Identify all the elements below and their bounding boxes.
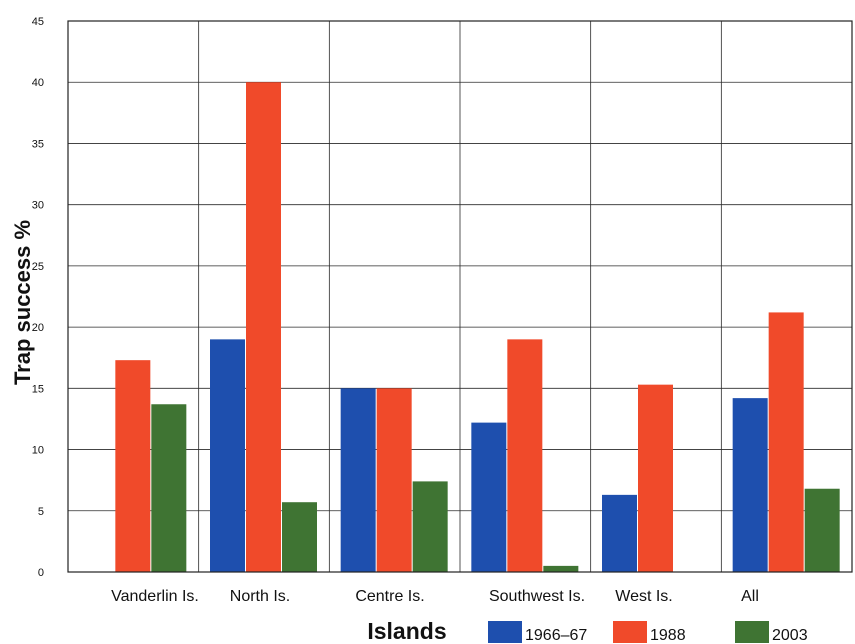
- bar: [115, 360, 151, 572]
- bar: [543, 565, 579, 572]
- legend: 1966–67 1988 2003: [488, 621, 808, 644]
- y-tick-label: 0: [38, 567, 44, 579]
- y-tick-label: 35: [32, 138, 44, 150]
- x-category-label: Centre Is.: [355, 588, 424, 605]
- x-category-label: All: [741, 588, 759, 605]
- y-axis-title: Trap success %: [10, 220, 35, 385]
- legend-swatch: [613, 621, 647, 643]
- x-category-label: West Is.: [615, 588, 673, 605]
- bar: [210, 339, 245, 572]
- legend-swatch: [488, 621, 522, 643]
- bar: [732, 398, 768, 572]
- legend-label: 2003: [772, 627, 808, 644]
- plot-frame: [67, 20, 853, 573]
- bar: [602, 494, 637, 572]
- x-category-label: North Is.: [230, 588, 290, 605]
- y-tick-label: 15: [32, 383, 44, 395]
- x-category-label: Vanderlin Is.: [111, 588, 199, 605]
- bar: [471, 422, 507, 572]
- legend-swatch: [735, 621, 769, 643]
- y-tick-label: 20: [32, 322, 44, 334]
- bar: [151, 404, 187, 572]
- y-tick-label: 40: [32, 77, 44, 89]
- bar: [507, 339, 543, 572]
- bar: [638, 384, 673, 572]
- bar: [246, 82, 281, 572]
- bars: [115, 82, 840, 572]
- y-tick-label: 5: [38, 506, 44, 518]
- legend-label: 1966–67: [525, 627, 587, 644]
- bar: [412, 481, 448, 572]
- bar: [282, 502, 317, 572]
- y-tick-label: 30: [32, 200, 44, 212]
- y-axis-ticks: 0 5 10 15 20 25 30 35 40 45: [32, 16, 44, 579]
- x-axis-categories: Vanderlin Is. North Is. Centre Is. Southwes…: [111, 588, 759, 605]
- bar: [768, 312, 804, 572]
- y-tick-label: 25: [32, 261, 44, 273]
- x-category-label: Southwest Is.: [489, 588, 585, 605]
- grid-lines: [68, 20, 852, 573]
- bar: [804, 488, 840, 572]
- bar: [376, 388, 412, 572]
- x-axis-title: Islands: [367, 618, 446, 644]
- bar: [340, 388, 376, 572]
- y-tick-label: 45: [32, 16, 44, 28]
- legend-label: 1988: [650, 627, 686, 644]
- y-tick-label: 10: [32, 445, 44, 457]
